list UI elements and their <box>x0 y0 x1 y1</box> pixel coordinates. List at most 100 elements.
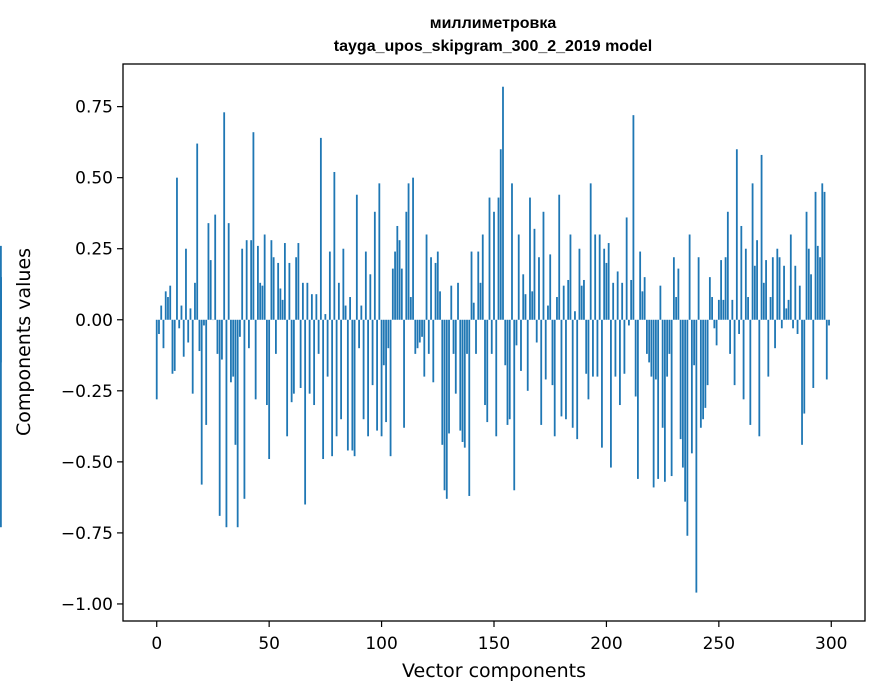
bar <box>637 319 639 479</box>
bar <box>448 319 450 434</box>
bar <box>585 319 588 374</box>
bar <box>663 319 666 482</box>
bar <box>385 319 387 423</box>
bar <box>810 274 812 320</box>
bar <box>400 268 403 320</box>
bar <box>463 319 466 448</box>
bar <box>511 183 513 320</box>
bar <box>232 319 235 377</box>
bar <box>753 265 756 320</box>
bar <box>562 285 565 320</box>
bar <box>209 260 212 320</box>
bar <box>506 319 509 425</box>
bar <box>344 305 347 320</box>
bar <box>535 319 538 343</box>
bar <box>621 282 624 320</box>
bar <box>283 243 286 320</box>
bar <box>477 251 480 320</box>
bar <box>214 214 217 320</box>
bar <box>486 319 489 423</box>
bar <box>376 319 378 431</box>
bar <box>380 319 383 437</box>
bar <box>708 277 711 320</box>
bar <box>203 319 205 326</box>
bar <box>346 319 349 451</box>
bar <box>648 319 651 363</box>
bar <box>434 262 437 320</box>
bar <box>767 319 770 377</box>
bar <box>221 319 223 360</box>
bar <box>816 245 819 320</box>
bar <box>524 294 527 320</box>
bar <box>605 262 608 320</box>
bar <box>823 191 826 320</box>
bar <box>322 319 325 460</box>
bar <box>668 319 671 354</box>
bar <box>261 285 264 320</box>
bar <box>733 319 736 386</box>
bar <box>216 319 219 354</box>
bar <box>306 282 309 320</box>
bar <box>358 319 360 349</box>
bar <box>513 319 516 491</box>
bar <box>601 319 603 448</box>
bar <box>313 319 316 406</box>
bar <box>445 319 448 499</box>
bar <box>704 319 707 408</box>
bar <box>223 112 226 320</box>
bar <box>729 319 731 354</box>
bar <box>695 319 698 593</box>
bar <box>670 319 673 477</box>
bar <box>542 211 545 320</box>
y-tick-label: −0.25 <box>61 382 113 402</box>
bar <box>740 225 743 320</box>
bar <box>160 305 163 320</box>
bar <box>254 319 257 400</box>
bar <box>369 274 372 320</box>
bar <box>646 319 648 354</box>
bar <box>690 319 693 454</box>
bar <box>713 319 716 329</box>
bar <box>547 305 549 320</box>
bar <box>522 274 525 320</box>
bar <box>731 299 734 320</box>
y-tick-label: −0.75 <box>61 524 113 544</box>
bar <box>650 319 653 377</box>
bar <box>567 279 570 320</box>
bar <box>472 302 475 320</box>
bar <box>634 319 637 397</box>
bar <box>245 240 248 320</box>
bar <box>319 137 322 320</box>
bar <box>196 143 199 320</box>
bar <box>744 248 747 320</box>
bar <box>169 285 172 320</box>
bar <box>565 319 567 420</box>
bar <box>724 257 727 320</box>
bar <box>652 319 655 488</box>
bar <box>675 297 678 320</box>
plot-frame <box>122 63 866 622</box>
bar <box>439 291 441 320</box>
bar <box>751 183 754 320</box>
bar <box>574 311 576 320</box>
y-tick-label: 0.75 <box>75 98 113 118</box>
bar <box>371 319 374 386</box>
bar <box>457 282 459 320</box>
bar <box>427 319 430 354</box>
bar <box>452 319 455 354</box>
x-tick-label: 0 <box>151 634 162 654</box>
bar <box>812 319 815 388</box>
bar <box>549 254 552 320</box>
bar <box>632 115 635 320</box>
bar <box>167 297 169 320</box>
bar <box>0 319 2 528</box>
bar <box>778 257 781 320</box>
bar <box>780 319 783 329</box>
bar <box>171 319 174 374</box>
bar <box>783 265 785 320</box>
bar <box>612 282 615 320</box>
bar <box>688 234 691 320</box>
bar <box>187 319 190 343</box>
bar <box>391 268 394 320</box>
bar <box>807 248 810 320</box>
